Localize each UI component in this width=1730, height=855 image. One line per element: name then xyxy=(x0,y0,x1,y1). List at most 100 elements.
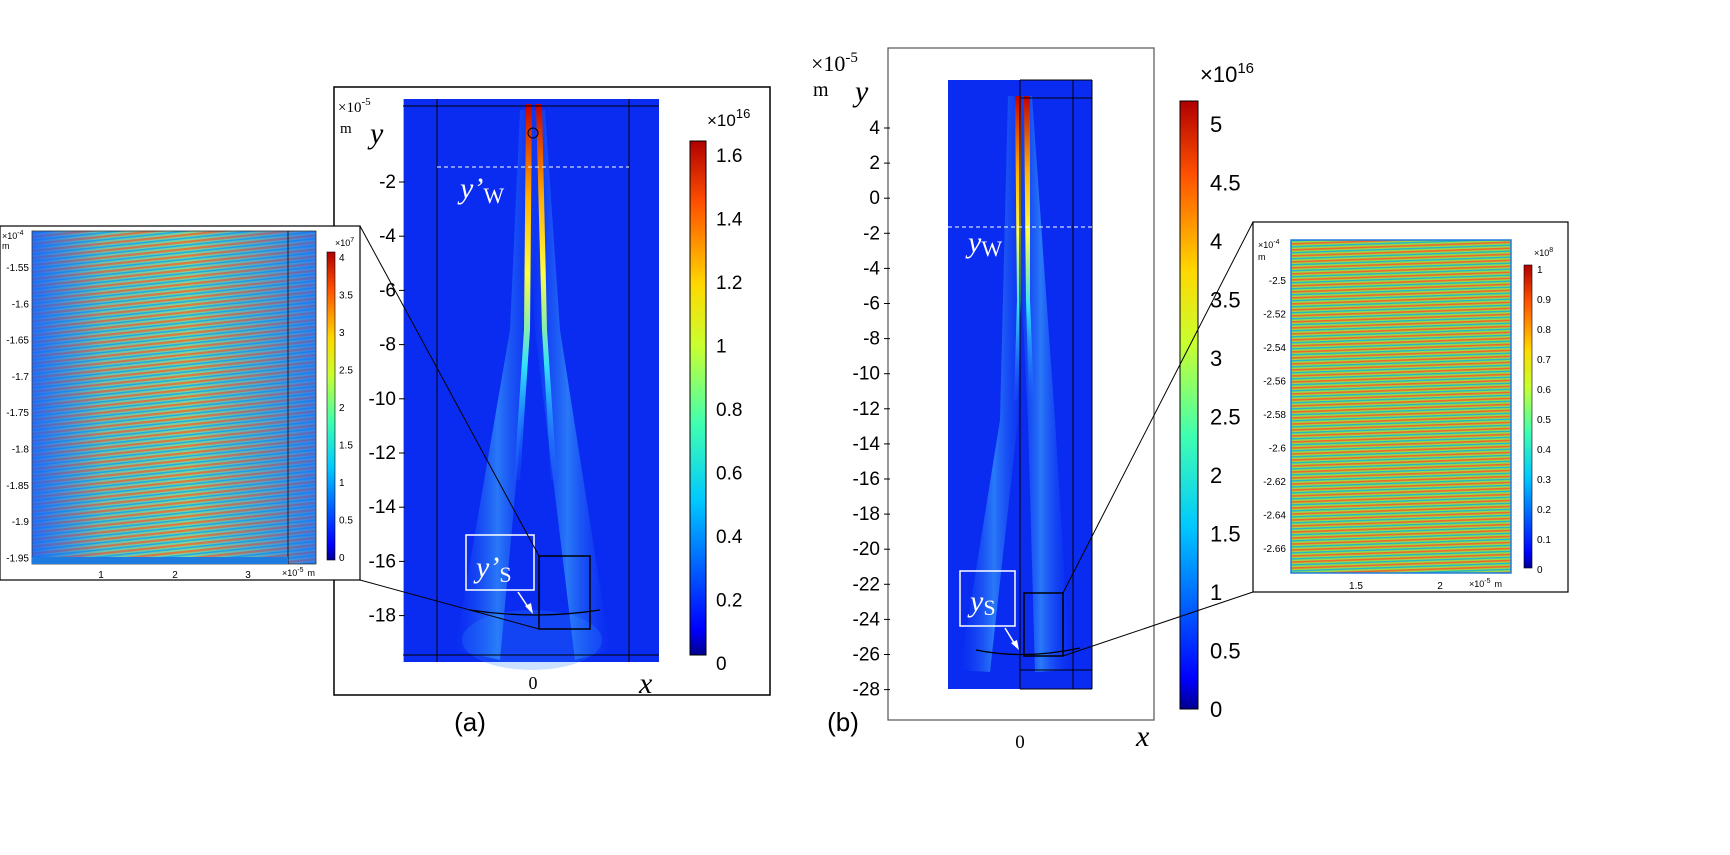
panel-b-core-left xyxy=(1014,96,1021,400)
inset-b-y-tick: -2.58 xyxy=(1263,410,1286,421)
panel-b-colorbar-tick: 2 xyxy=(1210,463,1222,488)
panel-a-y-tick: -16 xyxy=(369,551,396,572)
inset-b-colorbar-tick: 0.2 xyxy=(1537,505,1551,516)
inset-b-colorbar-tick: 0.3 xyxy=(1537,475,1551,486)
panel-a-beam-right-glow xyxy=(525,110,610,660)
inset-b-y-tick: -2.5 xyxy=(1269,276,1287,287)
panel-a-ys-arrowhead xyxy=(525,603,533,614)
inset-a-colorbar-tick: 3.5 xyxy=(339,291,353,302)
panel-b-curve xyxy=(975,647,1081,656)
panel-b-colorbar-tick: 0 xyxy=(1210,697,1222,722)
panel-b-y-tick: -10 xyxy=(853,364,880,385)
panel-a-curve xyxy=(469,609,601,616)
panel-a-y-tick: -18 xyxy=(369,606,396,627)
inset-b-colorbar-tick: 1 xyxy=(1537,265,1543,276)
inset-a-y-tick: -1.7 xyxy=(12,372,30,383)
inset-a-y-tick: -1.8 xyxy=(12,445,30,456)
panel-b-y-tick: -28 xyxy=(853,680,880,701)
inset-a-y-tick: -1.65 xyxy=(6,336,29,347)
inset-a-colorbar-tick: 2.5 xyxy=(339,366,353,377)
inset-a-colorbar-ticks: 4 3.5 3 2.5 2 1.5 1 0.5 0 xyxy=(339,253,353,564)
panel-a-x-tick-0: 0 xyxy=(529,673,538,693)
panel-a-colorbar-tick: 0.6 xyxy=(716,464,742,485)
panel-a-label: (a) xyxy=(454,707,486,737)
inset-a-y-tick: -1.95 xyxy=(6,553,29,564)
inset-b-y-tick: -2.66 xyxy=(1263,544,1286,555)
inset-b-x-tick: 1.5 xyxy=(1349,581,1363,592)
inset-b-y-tick: -2.52 xyxy=(1263,310,1286,321)
panel-a-y-tick: -12 xyxy=(369,443,396,464)
panel-b-colorbar-tick: 4.5 xyxy=(1210,171,1241,196)
inset-a-colorbar-tick: 4 xyxy=(339,253,345,264)
panel-b-y-tick: -24 xyxy=(853,609,881,630)
panel-b-y-tick: -12 xyxy=(853,399,880,420)
inset-b-border xyxy=(1290,239,1512,574)
panel-b-colorbar-tick: 1 xyxy=(1210,580,1222,605)
panel-b-y-tick: -16 xyxy=(853,469,880,490)
inset-b-colorbar-ticks: 1 0.9 0.8 0.7 0.6 0.5 0.4 0.3 0.2 0.1 0 xyxy=(1537,265,1551,576)
inset-b-colorbar-tick: 0.8 xyxy=(1537,325,1551,336)
panel-a-colorbar-ticks: 1.6 1.4 1.2 1 0.8 0.6 0.4 0.2 0 xyxy=(716,146,743,675)
panel-b-y-tick: 4 xyxy=(869,118,880,139)
panel-b-ys-arrowhead xyxy=(1011,640,1019,650)
panel-a-zoom-box xyxy=(538,555,591,630)
inset-b-colorbar-tick: 0.4 xyxy=(1537,445,1551,456)
panel-b-colorbar-tick: 1.5 xyxy=(1210,522,1241,547)
inset-a-y-ticks: -1.55 -1.6 -1.65 -1.7 -1.75 -1.8 -1.85 -1.9 -1.9… xyxy=(6,263,29,564)
inset-b-y-tick: -2.62 xyxy=(1263,477,1286,488)
panel-a-y-tick: -6 xyxy=(379,280,396,301)
panel-a-y-tick: -4 xyxy=(379,226,396,247)
inset-a-shading xyxy=(32,231,316,564)
panel-a-colorbar-tick: 0.4 xyxy=(716,527,743,548)
inset-b-x-ticks: 1.5 2 xyxy=(1349,581,1443,592)
panel-a-ys-label: y’S xyxy=(473,551,512,587)
inset-a-x-ticks: 1 2 3 xyxy=(98,570,251,581)
inset-b-field xyxy=(1291,240,1511,573)
inset-b-y-tick: -2.54 xyxy=(1263,343,1286,354)
inset-b-y-tick: -2.6 xyxy=(1269,444,1287,455)
panel-b-y-tick: -20 xyxy=(853,539,880,560)
panel-b-colorbar xyxy=(1179,100,1199,710)
inset-a-y-tick: -1.85 xyxy=(6,481,29,492)
panel-a xyxy=(333,86,771,696)
panel-b-label: (b) xyxy=(827,707,859,737)
panel-b-y-tick: -2 xyxy=(863,223,880,244)
inset-a-x-tick: 3 xyxy=(245,570,251,581)
panel-b-colorbar-tick: 3 xyxy=(1210,346,1222,371)
panel-b-y-ticks: 4 2 0 -2 -4 -6 -8 -10 -12 -14 -16 -18 -20 -22 -24 -26 -2… xyxy=(853,118,890,701)
panel-b-y-tick: 2 xyxy=(869,153,880,174)
inset-b-y-tick: -2.56 xyxy=(1263,377,1286,388)
panel-a-colorbar-tick: 1.6 xyxy=(716,146,742,167)
inset-a-y-tick: -1.55 xyxy=(6,263,29,274)
panel-a-colorbar-tick: 0.2 xyxy=(716,591,742,612)
panel-b-y-unit: m xyxy=(813,79,829,101)
panel-a-ys-box xyxy=(465,534,535,591)
panel-b-yw-label: yW xyxy=(965,226,1002,261)
panel-b-y-tick: -8 xyxy=(863,329,880,350)
panel-b-y-axis-name: y xyxy=(852,75,869,108)
panel-b-ys-label: yS xyxy=(967,585,996,620)
connector-a-top xyxy=(359,225,540,557)
panel-a-colorbar-tick: 0.8 xyxy=(716,400,742,421)
panel-a-colorbar-tick: 1.2 xyxy=(716,273,742,294)
inset-b-colorbar-tick: 0.1 xyxy=(1537,535,1551,546)
inset-b-colorbar-tick: 0.5 xyxy=(1537,415,1551,426)
panel-a-core-left xyxy=(514,104,532,480)
panel-a-colorbar-tick: 1 xyxy=(716,337,727,358)
panel-b-y-tick: -26 xyxy=(853,645,880,666)
inset-a-bottom-band xyxy=(32,557,288,564)
panel-b-y-tick: -14 xyxy=(853,434,881,455)
panel-a-y-multiplier: ×10-5 xyxy=(338,96,371,116)
connector-a-bottom xyxy=(359,579,540,630)
panel-a-y-tick: -8 xyxy=(379,335,396,356)
panel-a-source-marker xyxy=(527,127,539,139)
panel-b-colorbar-tick: 3.5 xyxy=(1210,288,1241,313)
inset-b-y-unit: m xyxy=(1258,252,1266,262)
panel-b-colorbar-tick: 5 xyxy=(1210,112,1222,137)
inset-b-y-tick: -2.64 xyxy=(1263,511,1286,522)
panel-b-x-axis-name: x xyxy=(1135,720,1150,753)
inset-b-colorbar xyxy=(1523,264,1533,569)
connector-b-bottom xyxy=(1062,591,1254,657)
panel-b-y-tick: 0 xyxy=(869,188,880,209)
panel-b-inset xyxy=(1252,221,1569,593)
